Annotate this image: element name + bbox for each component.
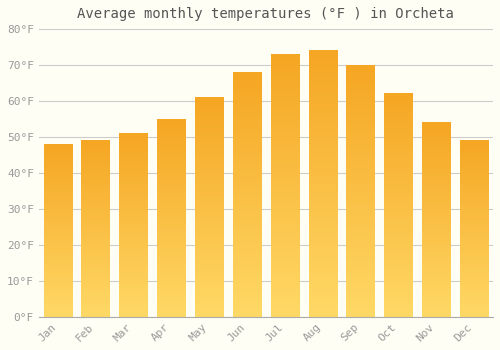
Title: Average monthly temperatures (°F ) in Orcheta: Average monthly temperatures (°F ) in Or… xyxy=(78,7,454,21)
